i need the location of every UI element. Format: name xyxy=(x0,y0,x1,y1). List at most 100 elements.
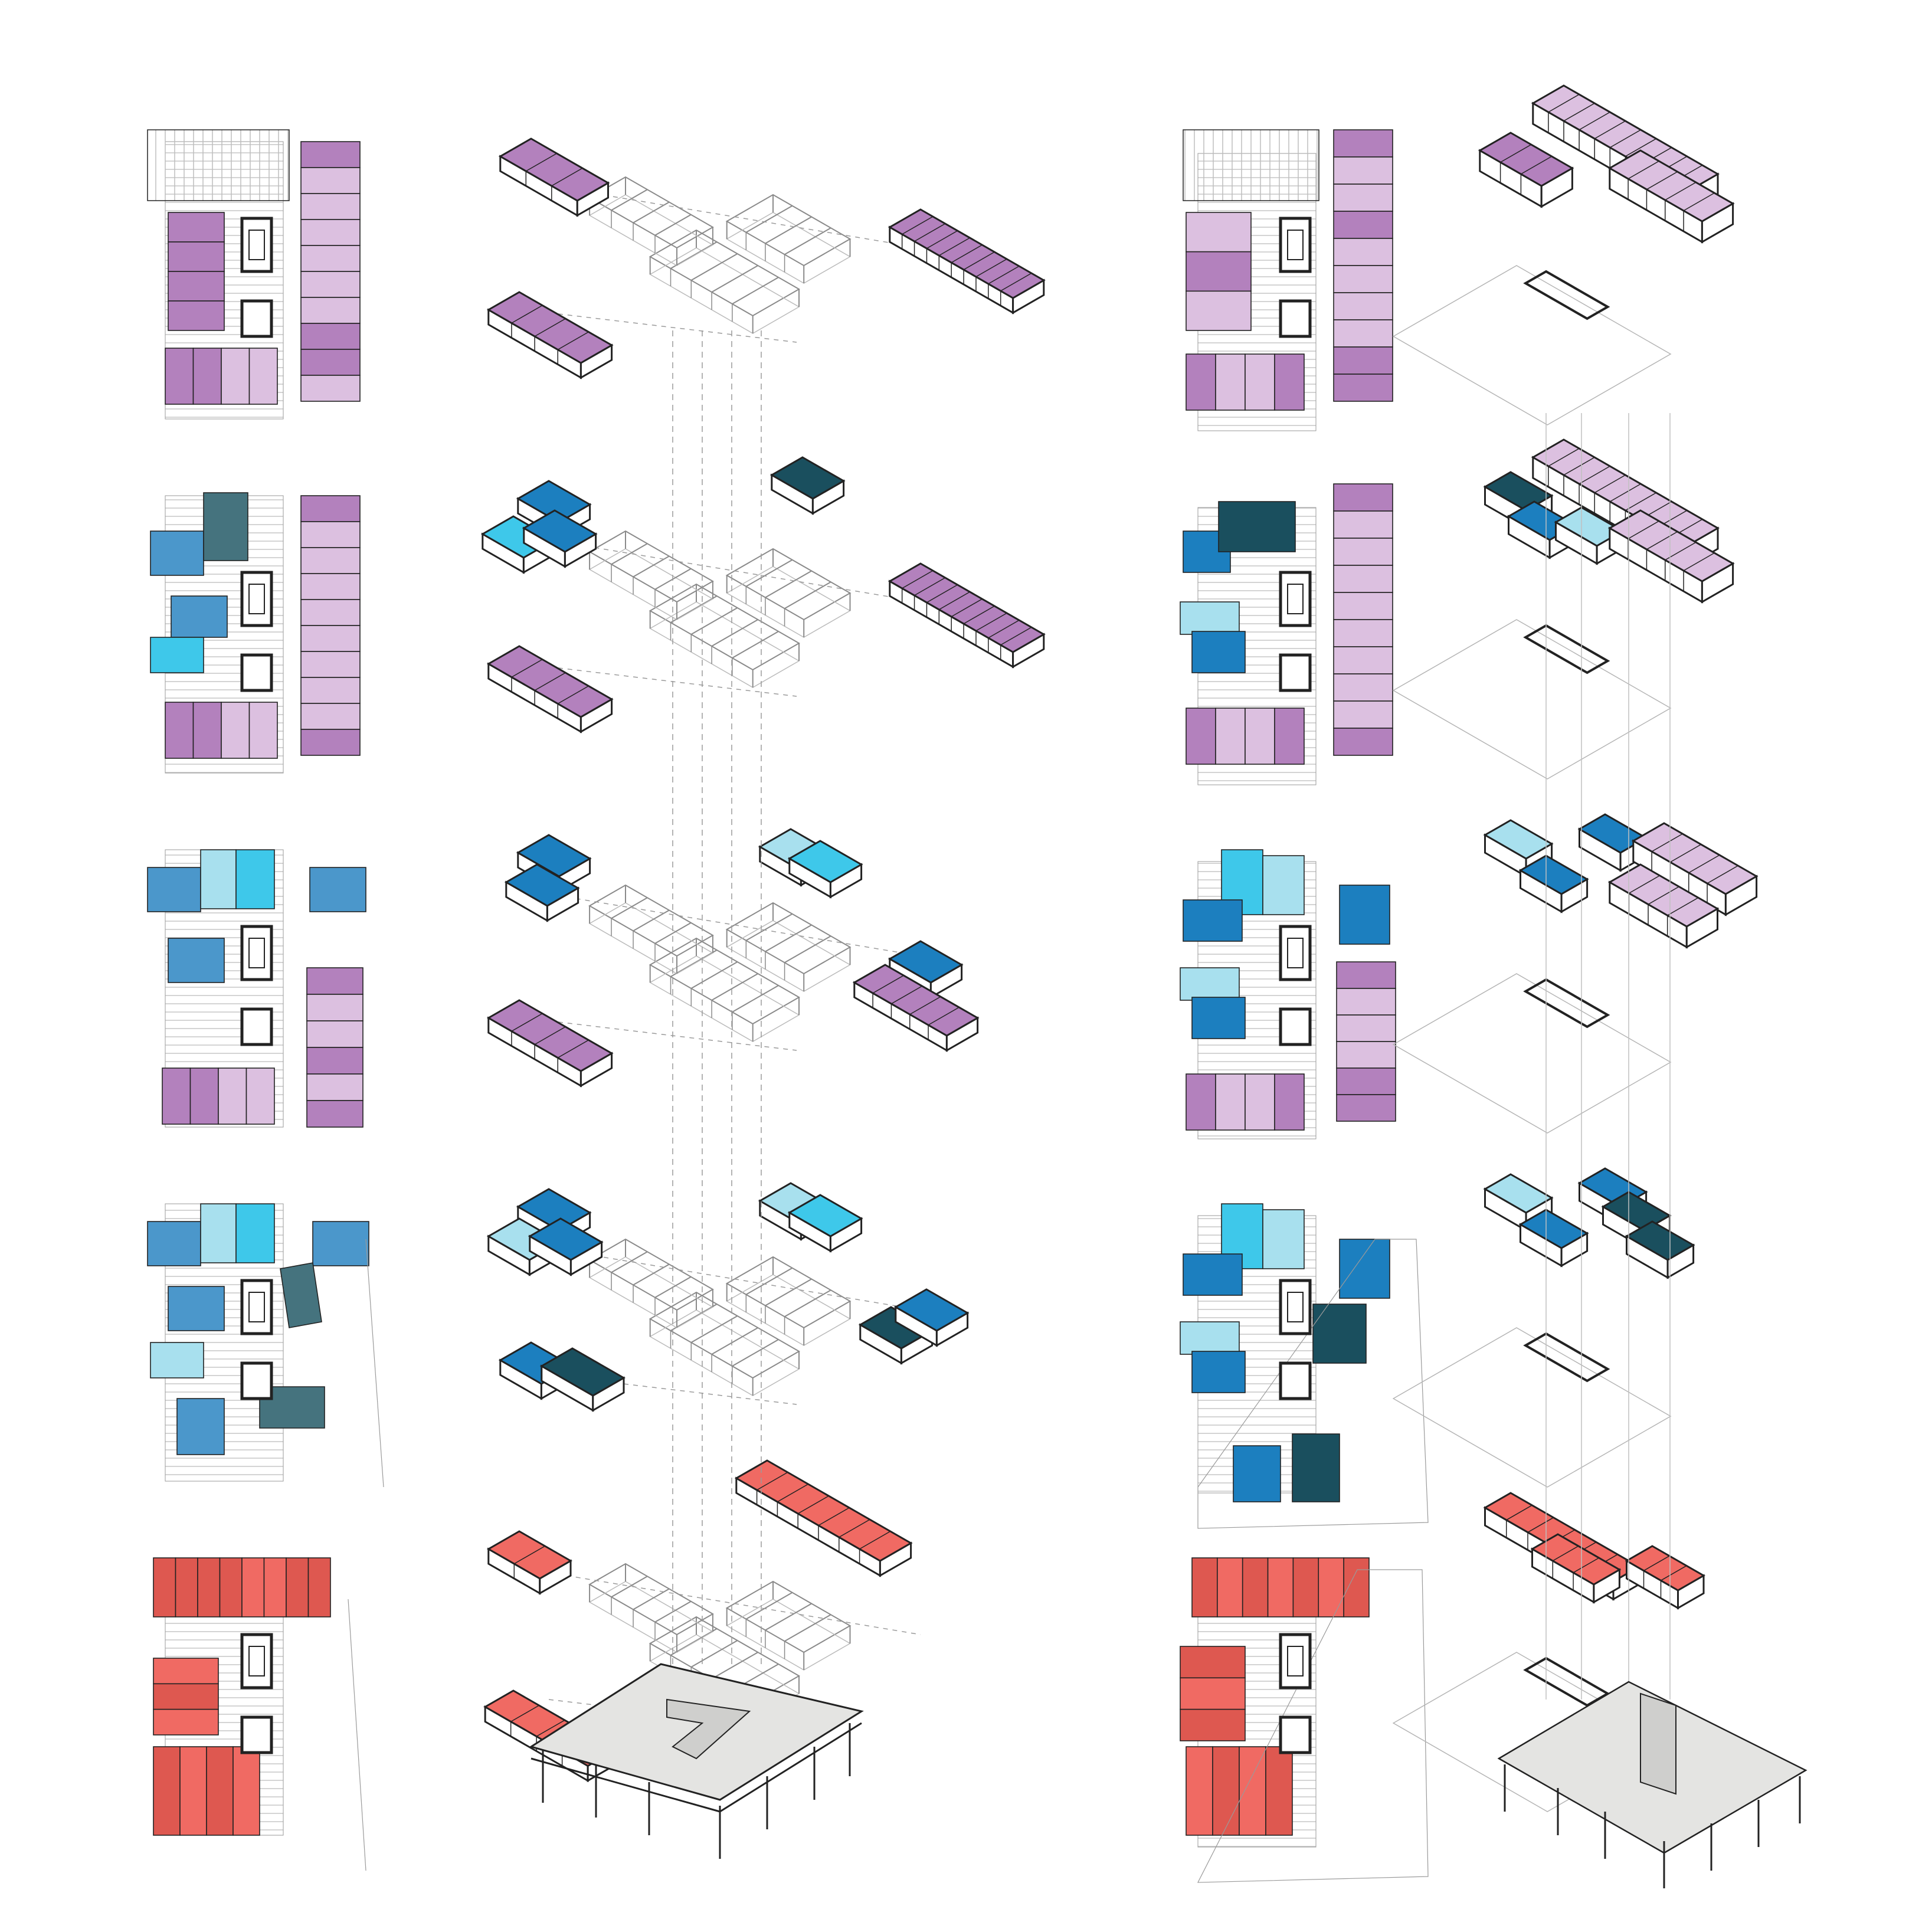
plan-east-units-unit xyxy=(1333,211,1393,239)
axo-units-north-top xyxy=(1631,822,1759,895)
plan-east-units-unit xyxy=(300,141,361,168)
axo-units-east xyxy=(1625,1545,1706,1610)
plan-east-units-unit xyxy=(1333,592,1393,620)
plan-south-units-unit xyxy=(248,348,278,405)
plan-east-units xyxy=(300,495,361,756)
plan-east-units-unit xyxy=(300,193,361,220)
axo-units-west xyxy=(486,291,614,379)
plan-east-units-unit xyxy=(300,349,361,376)
axo-right-level-4 xyxy=(1392,438,1735,780)
axo-unit-cyan-light-top xyxy=(1483,1173,1554,1214)
axo-ground-slab-right xyxy=(1497,1681,1807,1888)
plan-east-units-unit xyxy=(1333,292,1393,320)
plan-east-units-unit xyxy=(300,729,361,756)
plan-west-units-unit xyxy=(168,212,225,243)
plan-east-units-unit xyxy=(306,994,364,1021)
plan-slab-outline xyxy=(1197,1239,1429,1529)
plan-east-units xyxy=(1336,961,1396,1122)
plan-south-units xyxy=(1186,1073,1305,1131)
projection-line xyxy=(566,896,921,957)
axo-unit-cyan-light-top xyxy=(1483,819,1554,860)
plan-east-units-unit xyxy=(1336,1014,1396,1042)
plan-unit-blue xyxy=(168,1286,225,1331)
plan-west-units xyxy=(168,212,225,331)
plan-south-units xyxy=(1186,708,1305,765)
plan-roof-terrace xyxy=(147,129,290,201)
plan-core-stair-inner xyxy=(1287,230,1304,260)
plan-south-units xyxy=(1186,353,1305,411)
axo-right-level-5 xyxy=(1392,84,1735,425)
plan-east-units-unit xyxy=(1333,673,1393,702)
plan-east-units-unit xyxy=(1336,988,1396,1016)
plan-north-units-unit xyxy=(1191,1557,1218,1617)
axo-frame-east xyxy=(725,548,852,638)
plan-unit-teal xyxy=(1292,1433,1340,1502)
axo-unit-blue xyxy=(528,1217,604,1276)
plan-unit-blue xyxy=(1339,885,1390,945)
plan-sw-units-unit xyxy=(206,1746,234,1836)
plan-south-units xyxy=(165,348,278,405)
plan-south-units-unit xyxy=(192,348,222,405)
plan-east-units-unit xyxy=(300,219,361,246)
projection-line xyxy=(566,1250,921,1311)
plan-west-units-unit xyxy=(168,271,225,302)
plan-south-units-unit xyxy=(1274,353,1305,411)
plan-core-stair xyxy=(240,925,273,981)
plan-north-units-unit xyxy=(1292,1557,1319,1617)
plan-east-units-unit xyxy=(300,651,361,678)
axo-unit-teal xyxy=(1625,1220,1695,1279)
plan-south-units-unit xyxy=(1215,708,1246,765)
plan-south-units-unit xyxy=(1215,353,1246,411)
plan-unit-cyan xyxy=(150,637,204,673)
axo-unit-blue-top xyxy=(1577,813,1648,854)
plan-unit-cyan-light xyxy=(200,1203,237,1263)
plan-south-units-unit xyxy=(165,348,194,405)
plan-east-units-unit xyxy=(300,703,361,730)
plan-west-units-unit xyxy=(153,1658,219,1685)
axo-frame-east xyxy=(725,194,852,284)
plan-unit-cyan-light xyxy=(1262,1209,1305,1269)
plan-east-units-unit xyxy=(306,1020,364,1048)
plan-core xyxy=(240,925,273,1046)
plan-unit-cyan-light xyxy=(1180,1321,1240,1355)
axo-slab-outline xyxy=(1392,265,1672,425)
plan-unit-blue xyxy=(1191,997,1246,1039)
axo-unit-blue xyxy=(522,509,598,568)
plan-sw-units-unit xyxy=(179,1746,207,1836)
axo-frame-north xyxy=(588,1563,714,1653)
plan-right-level-2 xyxy=(1180,1203,1429,1529)
plan-south-units-unit xyxy=(221,702,250,759)
axo-unit-blue xyxy=(1518,854,1589,913)
plan-left-level-3 xyxy=(147,849,366,1128)
plan-east-units-unit xyxy=(1333,129,1393,158)
axo-unit-blue-top xyxy=(528,1217,604,1261)
plan-core xyxy=(240,1279,273,1400)
plan-west-units xyxy=(1186,212,1252,331)
plan-unit-blue xyxy=(147,1221,201,1266)
axo-core xyxy=(1523,270,1610,320)
plan-east-units-unit xyxy=(300,271,361,298)
plan-unit-cyan-light xyxy=(1262,855,1305,915)
plan-core-stair-inner xyxy=(1287,1292,1304,1322)
plan-east-units-unit xyxy=(300,521,361,548)
plan-core-lift xyxy=(240,299,273,338)
plan-unit-blue xyxy=(309,867,366,912)
plan-south-units-unit xyxy=(248,702,278,759)
plan-north-units-unit xyxy=(197,1557,221,1617)
plan-core-stair-inner xyxy=(1287,1646,1304,1676)
axo-units-north xyxy=(1631,822,1759,916)
plan-east-units xyxy=(306,967,364,1128)
plan-east-units xyxy=(1333,483,1393,756)
axo-unit-teal xyxy=(539,1347,626,1412)
plan-core-lift xyxy=(1279,1007,1312,1046)
plan-east-units-unit xyxy=(300,547,361,574)
plan-north-units-unit xyxy=(307,1557,331,1617)
plan-north-units-unit xyxy=(153,1557,176,1617)
plan-south-units-unit xyxy=(218,1067,247,1125)
plan-right-level-1 xyxy=(1180,1557,1429,1883)
axo-right-level-2 xyxy=(1392,1167,1695,1488)
plan-sw-units-unit xyxy=(233,1746,260,1836)
plan-east-units-unit xyxy=(300,297,361,324)
plan-sw-units-unit xyxy=(1212,1746,1240,1836)
axo-slab-outline xyxy=(1392,619,1672,780)
